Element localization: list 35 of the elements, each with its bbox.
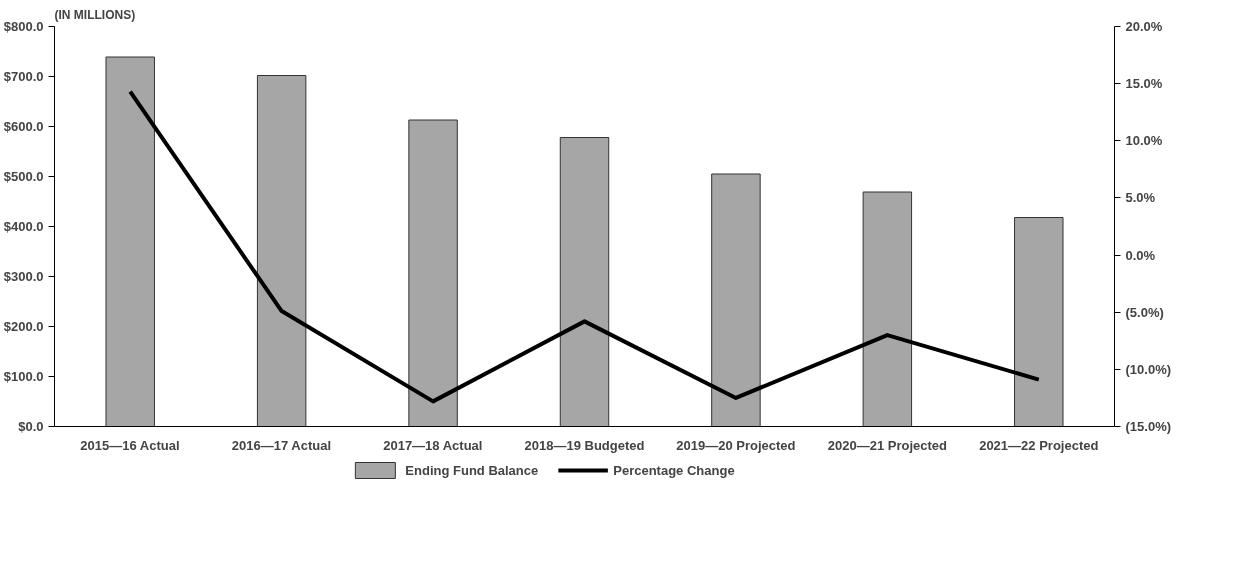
y2-tick-label: (15.0%) <box>1125 419 1172 434</box>
bar <box>559 137 610 427</box>
y-tick-label: $0.0 <box>18 419 44 434</box>
x-tick-label: 2018—19 Budgeted <box>524 437 645 453</box>
y2-tick-label: 0.0% <box>1125 247 1156 263</box>
x-tick-label: 2021—22 Projected <box>979 437 1099 453</box>
bar <box>105 56 155 427</box>
y2-tick-label: (5.0%) <box>1125 304 1164 320</box>
y-tick-label: $700.0 <box>3 69 44 84</box>
y-tick-label: $100.0 <box>3 369 44 384</box>
y2-tick-label: 10.0% <box>1125 133 1163 149</box>
y2-tick-label: 20.0% <box>1125 19 1163 34</box>
y-tick-label: $600.0 <box>3 119 44 134</box>
y2-tick-label: (10.0%) <box>1125 361 1172 377</box>
bar <box>256 75 307 427</box>
x-tick-label: 2017—18 Actual <box>383 437 483 453</box>
y-tick-label: $300.0 <box>3 269 44 284</box>
x-tick-label: 2015—16 Actual <box>80 437 180 453</box>
line-series <box>128 89 1041 404</box>
y-tick-label: $500.0 <box>3 169 44 184</box>
x-tick-label: 2016—17 Actual <box>231 437 332 453</box>
y2-tick-label: 15.0% <box>1125 76 1163 92</box>
y2-tick-label: 5.0% <box>1125 190 1156 206</box>
y-tick-label: $800.0 <box>3 19 44 34</box>
y-tick-label: $200.0 <box>3 319 44 334</box>
y-tick-label: $400.0 <box>3 219 44 234</box>
bar <box>408 119 458 427</box>
bar <box>862 191 913 427</box>
legend-label: Percentage Change <box>613 462 735 478</box>
x-tick-label: 2019—20 Projected <box>676 437 796 453</box>
legend-label: Ending Fund Balance <box>405 462 539 478</box>
y-axis-title: (IN MILLIONS) <box>54 7 136 22</box>
x-tick-label: 2020—21 Projected <box>827 437 948 453</box>
bar <box>1014 217 1064 427</box>
bar <box>711 173 761 427</box>
